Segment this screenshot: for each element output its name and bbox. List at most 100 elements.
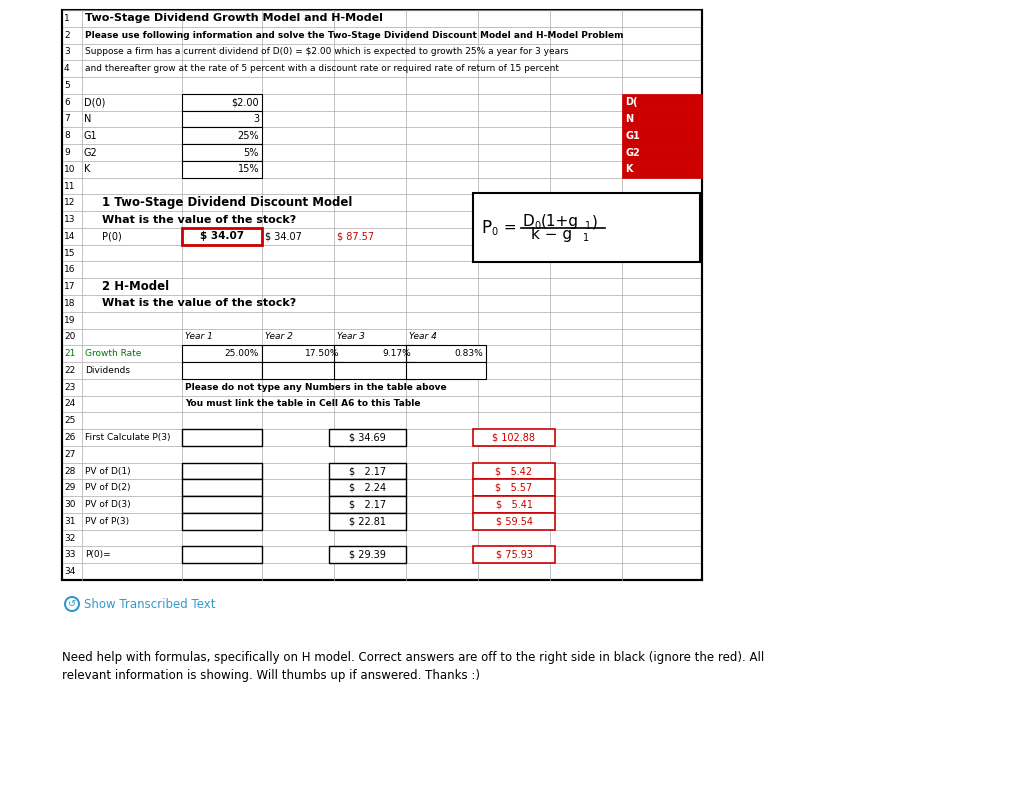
Text: G1: G1 bbox=[625, 131, 640, 141]
Bar bbox=[473, 463, 555, 479]
Text: Suppose a firm has a current dividend of D(0) = $2.00 which is expected to growt: Suppose a firm has a current dividend of… bbox=[85, 47, 568, 57]
Bar bbox=[406, 345, 486, 362]
Text: $   2.17: $ 2.17 bbox=[349, 499, 386, 510]
Text: 20: 20 bbox=[63, 332, 76, 341]
Bar bbox=[406, 362, 486, 379]
Text: ↺: ↺ bbox=[68, 599, 76, 609]
Text: 13: 13 bbox=[63, 215, 76, 224]
Text: $   2.24: $ 2.24 bbox=[349, 483, 386, 493]
Bar bbox=[473, 547, 555, 563]
Bar bbox=[473, 479, 555, 496]
Text: 7: 7 bbox=[63, 114, 70, 124]
Text: G2: G2 bbox=[84, 148, 97, 157]
Text: =: = bbox=[499, 221, 517, 236]
Bar bbox=[473, 496, 555, 513]
Text: 18: 18 bbox=[63, 299, 76, 308]
Text: 10: 10 bbox=[63, 165, 76, 173]
Text: 1 Two-Stage Dividend Discount Model: 1 Two-Stage Dividend Discount Model bbox=[102, 197, 352, 209]
Text: 17: 17 bbox=[63, 282, 76, 291]
Bar bbox=[622, 110, 702, 127]
Text: 2 H-Model: 2 H-Model bbox=[102, 280, 169, 293]
Text: 1: 1 bbox=[585, 221, 591, 231]
Text: 32: 32 bbox=[63, 534, 76, 543]
Text: 9.17%: 9.17% bbox=[382, 349, 411, 358]
Text: P: P bbox=[481, 219, 492, 237]
Bar bbox=[329, 513, 406, 530]
Text: G1: G1 bbox=[84, 131, 97, 141]
Text: 1: 1 bbox=[583, 233, 589, 243]
Text: k − g: k − g bbox=[531, 227, 572, 242]
Bar bbox=[182, 463, 262, 479]
Bar bbox=[329, 463, 406, 479]
Bar bbox=[262, 362, 342, 379]
Bar bbox=[182, 144, 262, 161]
Text: K: K bbox=[84, 165, 90, 174]
Text: $ 22.81: $ 22.81 bbox=[349, 516, 386, 527]
Text: 31: 31 bbox=[63, 517, 76, 526]
Text: 9: 9 bbox=[63, 148, 70, 157]
Bar bbox=[182, 345, 262, 362]
Text: 33: 33 bbox=[63, 551, 76, 559]
Text: $ 75.93: $ 75.93 bbox=[496, 550, 532, 560]
Text: 5: 5 bbox=[63, 81, 70, 90]
Bar bbox=[329, 429, 406, 446]
Text: G2: G2 bbox=[625, 148, 640, 157]
Bar bbox=[622, 161, 702, 177]
Text: $ 34.07: $ 34.07 bbox=[200, 232, 244, 241]
Text: First Calculate P(3): First Calculate P(3) bbox=[85, 433, 171, 442]
Text: 15: 15 bbox=[63, 248, 76, 257]
Bar bbox=[182, 479, 262, 496]
Text: 14: 14 bbox=[63, 232, 76, 240]
Text: 4: 4 bbox=[63, 64, 70, 74]
Text: 0.83%: 0.83% bbox=[455, 349, 483, 358]
Text: $ 34.69: $ 34.69 bbox=[349, 432, 386, 443]
Text: $   5.57: $ 5.57 bbox=[496, 483, 532, 493]
Bar bbox=[473, 429, 555, 446]
Bar bbox=[182, 161, 262, 177]
Text: You must link the table in Cell A6 to this Table: You must link the table in Cell A6 to th… bbox=[185, 400, 421, 408]
Text: Dividends: Dividends bbox=[85, 366, 130, 375]
Text: and thereafter grow at the rate of 5 percent with a discount rate or required ra: and thereafter grow at the rate of 5 per… bbox=[85, 64, 559, 74]
Bar bbox=[473, 513, 555, 530]
Text: 27: 27 bbox=[63, 450, 76, 459]
Text: 11: 11 bbox=[63, 181, 76, 190]
Text: N: N bbox=[625, 114, 633, 124]
Text: 8: 8 bbox=[63, 131, 70, 141]
Bar bbox=[182, 110, 262, 127]
Text: 0: 0 bbox=[490, 227, 497, 237]
Bar bbox=[62, 10, 702, 580]
Text: 25%: 25% bbox=[238, 131, 259, 141]
Bar bbox=[622, 127, 702, 144]
Text: 23: 23 bbox=[63, 383, 76, 392]
Text: 5%: 5% bbox=[244, 148, 259, 157]
Text: Please use following information and solve the Two-Stage Dividend Discount Model: Please use following information and sol… bbox=[85, 30, 624, 40]
Bar bbox=[329, 479, 406, 496]
Text: $ 59.54: $ 59.54 bbox=[496, 516, 532, 527]
Text: $ 34.07: $ 34.07 bbox=[265, 232, 302, 241]
Text: K: K bbox=[625, 165, 633, 174]
Text: $   2.17: $ 2.17 bbox=[349, 466, 386, 476]
Text: 6: 6 bbox=[63, 97, 70, 107]
Bar bbox=[334, 345, 414, 362]
Text: Year 3: Year 3 bbox=[337, 332, 365, 341]
Text: 3: 3 bbox=[63, 47, 70, 57]
Text: What is the value of the stock?: What is the value of the stock? bbox=[102, 298, 296, 308]
Bar bbox=[329, 496, 406, 513]
Bar bbox=[182, 127, 262, 144]
Text: $ 87.57: $ 87.57 bbox=[337, 232, 374, 241]
Bar bbox=[182, 496, 262, 513]
Text: $2.00: $2.00 bbox=[231, 97, 259, 107]
Text: 1: 1 bbox=[63, 14, 70, 23]
Text: 15%: 15% bbox=[238, 165, 259, 174]
Text: 24: 24 bbox=[63, 400, 75, 408]
Text: 17.50%: 17.50% bbox=[304, 349, 339, 358]
Text: $ 102.88: $ 102.88 bbox=[493, 432, 536, 443]
Text: PV of D(2): PV of D(2) bbox=[85, 483, 130, 492]
Text: Year 1: Year 1 bbox=[185, 332, 213, 341]
Text: D(0): D(0) bbox=[84, 97, 105, 107]
Text: $   5.41: $ 5.41 bbox=[496, 499, 532, 510]
Text: P(0): P(0) bbox=[102, 232, 122, 241]
Bar bbox=[334, 362, 414, 379]
Text: 12: 12 bbox=[63, 198, 76, 207]
Text: PV of D(1): PV of D(1) bbox=[85, 467, 131, 475]
